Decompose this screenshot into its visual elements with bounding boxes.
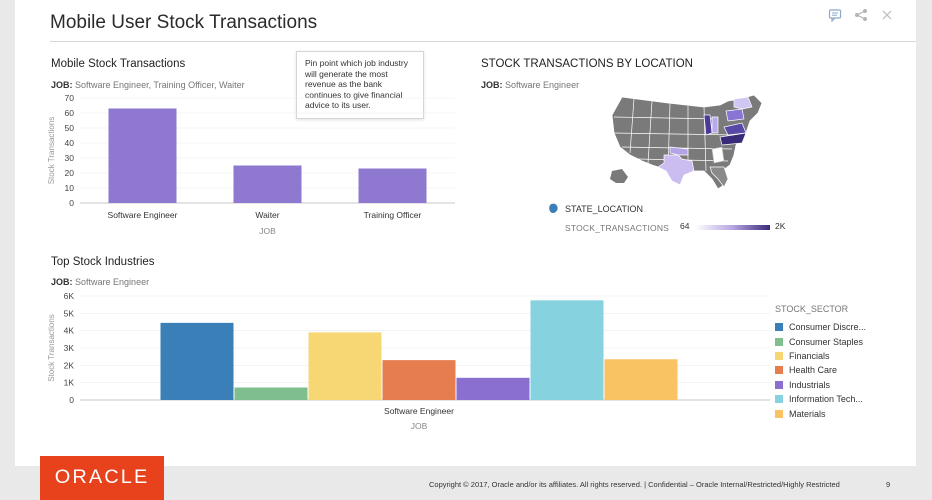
annotation-tooltip: Pin point which job industry will genera… xyxy=(296,51,424,119)
legend-swatch xyxy=(775,337,783,346)
panel1-filter-value: Software Engineer, Training Officer, Wai… xyxy=(75,80,245,90)
bar[interactable] xyxy=(530,300,604,400)
measure-label: STOCK_TRANSACTIONS xyxy=(565,223,670,233)
y-axis-label: Stock Transactions xyxy=(47,314,56,382)
legend-item[interactable]: Health Care xyxy=(775,363,866,377)
panel1-filter-label: JOB: xyxy=(51,80,73,90)
legend-label: Financials xyxy=(789,350,830,361)
x-tick-label: Software Engineer xyxy=(384,406,454,416)
y-tick-label: 50 xyxy=(65,123,75,133)
copyright-text: Copyright © 2017, Oracle and/or its affi… xyxy=(429,480,840,489)
legend-label: Information Tech... xyxy=(789,394,863,405)
y-tick-label: 40 xyxy=(65,138,75,148)
panel1-filter: JOB: Software Engineer, Training Officer… xyxy=(51,80,245,90)
page-number: 9 xyxy=(886,480,891,489)
legend-title: STOCK_SECTOR xyxy=(775,304,849,314)
x-axis-label: JOB xyxy=(259,226,276,236)
y-tick-label: 3K xyxy=(64,343,75,353)
bar[interactable] xyxy=(160,322,234,400)
legend-item[interactable]: Consumer Staples xyxy=(775,334,866,348)
state-location-icon xyxy=(549,203,558,213)
legend-swatch xyxy=(775,366,783,375)
page-title: Mobile User Stock Transactions xyxy=(50,12,318,33)
x-axis-label: JOB xyxy=(411,421,428,431)
legend-swatch xyxy=(775,409,783,418)
panel1-title: Mobile Stock Transactions xyxy=(51,58,186,70)
title-divider xyxy=(50,41,916,42)
state-location-label: STATE_LOCATION xyxy=(565,204,644,214)
legend-swatch xyxy=(775,323,783,332)
legend-item[interactable]: Financials xyxy=(775,349,866,363)
florida-state xyxy=(709,166,729,188)
close-icon[interactable] xyxy=(880,8,894,22)
comment-icon[interactable] xyxy=(828,8,842,22)
panel3-filter-label: JOB: xyxy=(51,277,73,287)
panel2-filter-value: Software Engineer xyxy=(505,80,580,90)
y-tick-label: 6K xyxy=(64,291,75,301)
bar[interactable] xyxy=(233,165,302,204)
legend-swatch xyxy=(775,351,783,360)
bar[interactable] xyxy=(382,360,456,400)
legend-item[interactable]: Consumer Discre... xyxy=(775,320,866,334)
panel3-filter: JOB: Software Engineer xyxy=(51,277,149,287)
y-tick-label: 5K xyxy=(64,308,75,318)
mobile-stock-transactions-chart: 0 10 20 30 40 50 60 70 Software Engineer Waiter Tr… xyxy=(47,93,455,236)
georgia-state xyxy=(711,146,725,164)
new-york-state xyxy=(733,96,753,110)
y-tick-label: 70 xyxy=(65,93,75,103)
pennsylvania-state xyxy=(725,108,745,122)
panel2-filter: JOB: Software Engineer xyxy=(481,80,579,90)
y-tick-label: 1K xyxy=(64,378,75,388)
texas-state xyxy=(657,154,695,186)
legend-label: Health Care xyxy=(789,365,838,376)
sector-legend: Consumer Discre... Consumer Staples Financ… xyxy=(775,320,866,421)
oracle-logo-bar: ORACLE xyxy=(40,456,164,500)
bar[interactable] xyxy=(108,108,177,204)
oracle-logo: ORACLE xyxy=(54,467,150,488)
legend-item[interactable]: Industrials xyxy=(775,378,866,392)
y-tick-label: 2K xyxy=(64,360,75,370)
y-axis-label: Stock Transactions xyxy=(47,117,56,185)
panel3-title: Top Stock Industries xyxy=(51,256,155,268)
oklahoma-state xyxy=(669,146,689,156)
legend-label: Consumer Staples xyxy=(789,336,864,347)
us-map xyxy=(610,94,763,190)
y-tick-label: 0 xyxy=(69,395,74,405)
alaska-shape xyxy=(610,169,628,183)
legend-label: Materials xyxy=(789,408,826,419)
legend-item[interactable]: Materials xyxy=(775,406,866,420)
y-tick-label: 60 xyxy=(65,108,75,118)
share-icon[interactable] xyxy=(854,8,868,22)
legend-label: Consumer Discre... xyxy=(789,322,867,333)
north-carolina-state xyxy=(719,132,747,146)
color-gradient-bar xyxy=(695,225,770,230)
panel3-filter-value: Software Engineer xyxy=(75,277,150,287)
bar[interactable] xyxy=(456,377,530,400)
legend-item[interactable]: Information Tech... xyxy=(775,392,866,406)
y-tick-label: 30 xyxy=(65,153,75,163)
bar[interactable] xyxy=(604,359,678,400)
legend-swatch xyxy=(775,395,783,404)
x-tick-label: Software Engineer xyxy=(108,210,178,220)
y-tick-label: 10 xyxy=(65,183,75,193)
gradient-max-label: 2K xyxy=(775,221,786,231)
toolbar-icons xyxy=(828,8,894,22)
gradient-min-label: 64 xyxy=(680,221,690,231)
x-tick-label: Training Officer xyxy=(364,210,422,220)
bar[interactable] xyxy=(358,168,427,204)
x-tick-label: Waiter xyxy=(255,210,279,220)
legend-label: Industrials xyxy=(789,379,831,390)
top-stock-industries-chart: 0 1K 2K 3K 4K 5K 6K Software Engineer JOB Stock T… xyxy=(47,291,770,431)
panel2-filter-label: JOB: xyxy=(481,80,503,90)
bar[interactable] xyxy=(308,332,382,400)
y-tick-label: 20 xyxy=(65,168,75,178)
indiana-state xyxy=(711,116,719,134)
bar[interactable] xyxy=(234,387,308,400)
y-tick-label: 4K xyxy=(64,326,75,336)
panel2-title: STOCK TRANSACTIONS BY LOCATION xyxy=(481,58,693,70)
y-tick-label: 0 xyxy=(69,198,74,208)
legend-swatch xyxy=(775,380,783,389)
